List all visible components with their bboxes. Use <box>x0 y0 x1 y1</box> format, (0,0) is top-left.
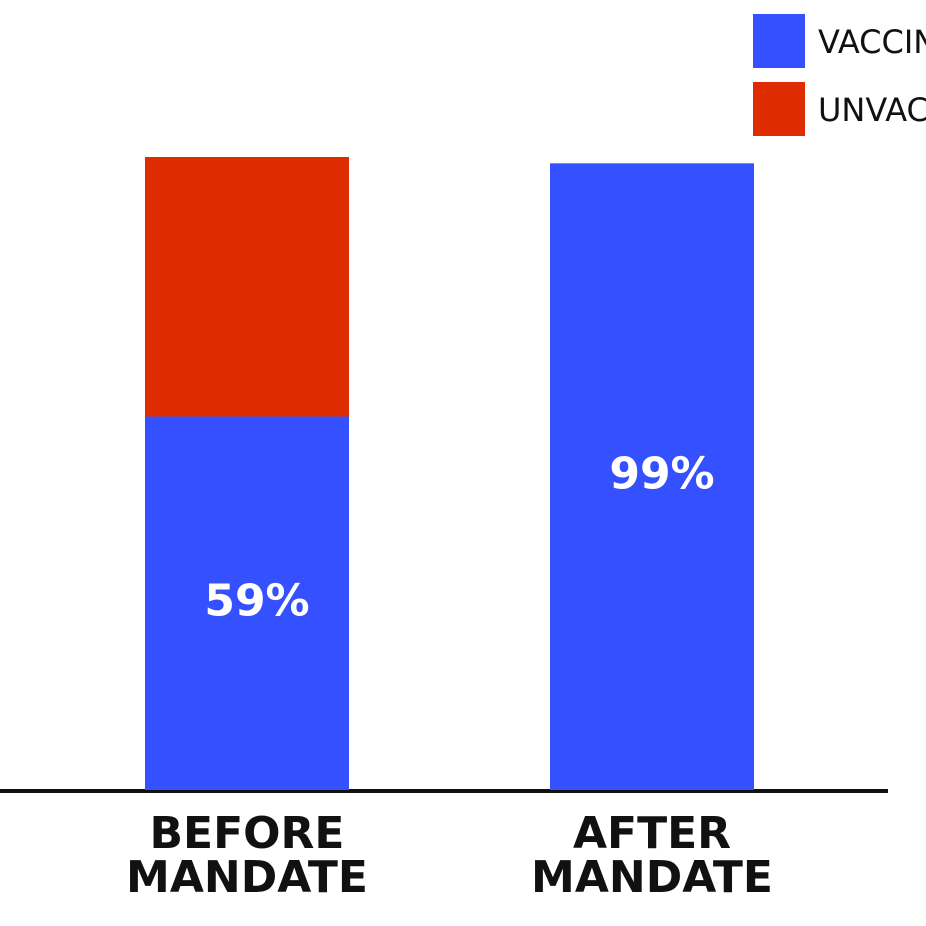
bar-segment <box>145 157 349 417</box>
value-label: 59% <box>204 575 309 626</box>
bar-segment <box>550 163 754 790</box>
x-tick-label: AFTER MANDATE <box>531 808 773 903</box>
legend-label: VACCIN <box>818 23 926 61</box>
value-label: 99% <box>609 449 714 500</box>
x-tick-label: BEFORE MANDATE <box>126 808 368 903</box>
legend-label: UNVAC <box>818 91 926 129</box>
legend-swatch <box>753 82 805 136</box>
legend-swatch <box>753 14 805 68</box>
bar-segment <box>145 416 349 790</box>
